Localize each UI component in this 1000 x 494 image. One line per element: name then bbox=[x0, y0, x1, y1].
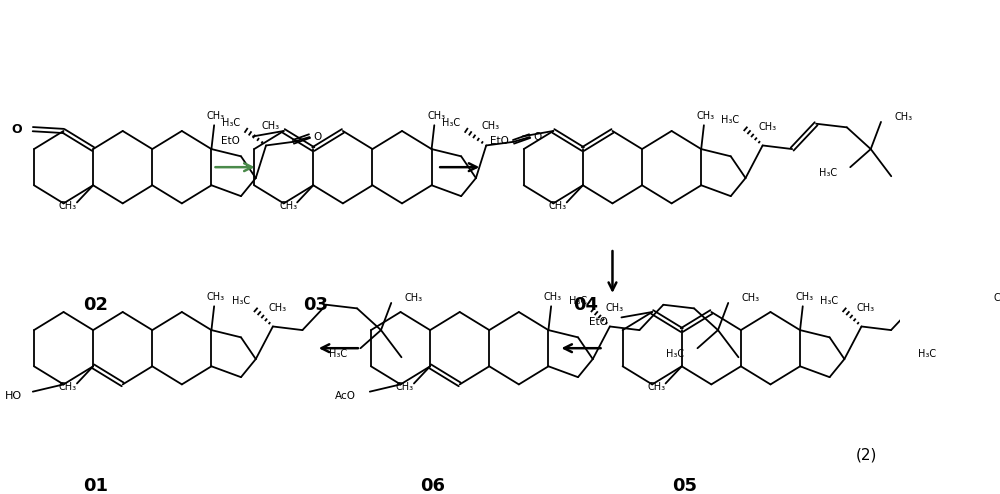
Text: CH₃: CH₃ bbox=[742, 293, 760, 303]
Text: AcO: AcO bbox=[335, 391, 356, 402]
Text: CH₃: CH₃ bbox=[59, 201, 77, 211]
Text: CH₃: CH₃ bbox=[697, 111, 715, 121]
Text: O: O bbox=[533, 132, 542, 142]
Text: CH₃: CH₃ bbox=[268, 303, 286, 313]
Text: CH₃: CH₃ bbox=[795, 292, 814, 302]
Text: H₃C: H₃C bbox=[569, 296, 587, 306]
Text: CH₃: CH₃ bbox=[758, 123, 776, 132]
Text: H₃C: H₃C bbox=[820, 296, 838, 306]
Text: CH₃: CH₃ bbox=[207, 111, 225, 121]
Text: H₃C: H₃C bbox=[222, 118, 240, 127]
Text: EtO: EtO bbox=[589, 317, 608, 327]
Text: CH₃: CH₃ bbox=[207, 292, 225, 302]
Text: 04: 04 bbox=[573, 296, 598, 314]
Text: H₃C: H₃C bbox=[232, 296, 250, 306]
Text: (2): (2) bbox=[856, 448, 878, 462]
Text: 06: 06 bbox=[420, 477, 445, 494]
Text: CH₃: CH₃ bbox=[605, 303, 623, 313]
Text: 05: 05 bbox=[672, 477, 697, 494]
Text: CH₃: CH₃ bbox=[396, 382, 414, 392]
Text: O: O bbox=[313, 132, 321, 142]
Text: H₃C: H₃C bbox=[819, 168, 837, 178]
Text: 03: 03 bbox=[303, 296, 328, 314]
Text: CH₃: CH₃ bbox=[59, 382, 77, 392]
Text: H₃C: H₃C bbox=[329, 349, 347, 359]
Text: CH₃: CH₃ bbox=[405, 293, 423, 303]
Text: H₃C: H₃C bbox=[666, 349, 684, 359]
Text: CH₃: CH₃ bbox=[544, 292, 562, 302]
Text: CH₃: CH₃ bbox=[427, 111, 445, 121]
Text: CH₃: CH₃ bbox=[279, 201, 297, 211]
Text: CH₃: CH₃ bbox=[894, 112, 913, 122]
Text: CH₃: CH₃ bbox=[549, 201, 567, 211]
Text: CH₃: CH₃ bbox=[993, 293, 1000, 303]
Text: H₃C: H₃C bbox=[918, 349, 936, 359]
Text: HO: HO bbox=[5, 391, 22, 402]
Text: CH₃: CH₃ bbox=[648, 382, 666, 392]
Text: O: O bbox=[11, 123, 22, 136]
Text: H₃C: H₃C bbox=[442, 118, 461, 127]
Text: CH₃: CH₃ bbox=[857, 303, 875, 313]
Text: CH₃: CH₃ bbox=[482, 121, 500, 130]
Text: EtO: EtO bbox=[490, 136, 509, 146]
Text: EtO: EtO bbox=[221, 136, 240, 146]
Text: 01: 01 bbox=[83, 477, 108, 494]
Text: CH₃: CH₃ bbox=[261, 121, 280, 130]
Text: H₃C: H₃C bbox=[721, 115, 740, 125]
Text: 02: 02 bbox=[83, 296, 108, 314]
